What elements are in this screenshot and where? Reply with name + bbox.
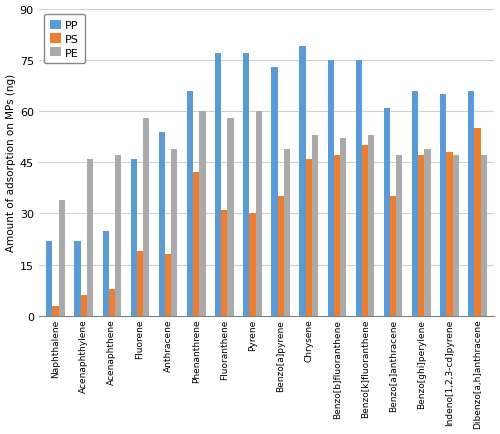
- Bar: [165, 255, 171, 316]
- Bar: [278, 197, 283, 316]
- Bar: [446, 153, 452, 316]
- Bar: [300, 47, 306, 316]
- Bar: [159, 132, 165, 316]
- Bar: [328, 61, 334, 316]
- Bar: [46, 241, 52, 316]
- Bar: [368, 135, 374, 316]
- Bar: [418, 156, 424, 316]
- Bar: [340, 139, 346, 316]
- Bar: [228, 118, 234, 316]
- Bar: [468, 91, 474, 316]
- Bar: [250, 214, 256, 316]
- Bar: [130, 159, 137, 316]
- Bar: [452, 156, 458, 316]
- Bar: [396, 156, 402, 316]
- Bar: [384, 108, 390, 316]
- Bar: [143, 118, 150, 316]
- Bar: [222, 210, 228, 316]
- Bar: [171, 149, 177, 316]
- Bar: [440, 95, 446, 316]
- Bar: [480, 156, 487, 316]
- Bar: [52, 306, 59, 316]
- Bar: [424, 149, 430, 316]
- Bar: [215, 54, 222, 316]
- Bar: [187, 91, 193, 316]
- Bar: [412, 91, 418, 316]
- Bar: [356, 61, 362, 316]
- Bar: [284, 149, 290, 316]
- Bar: [137, 251, 143, 316]
- Bar: [87, 159, 93, 316]
- Bar: [102, 231, 109, 316]
- Y-axis label: Amount of adsorption on MPs (ng): Amount of adsorption on MPs (ng): [6, 74, 16, 252]
- Bar: [256, 112, 262, 316]
- Bar: [243, 54, 250, 316]
- Bar: [306, 159, 312, 316]
- Bar: [334, 156, 340, 316]
- Bar: [193, 173, 200, 316]
- Bar: [362, 146, 368, 316]
- Bar: [312, 135, 318, 316]
- Bar: [109, 289, 115, 316]
- Bar: [390, 197, 396, 316]
- Bar: [272, 67, 278, 316]
- Bar: [115, 156, 121, 316]
- Bar: [58, 201, 65, 316]
- Bar: [80, 296, 87, 316]
- Bar: [474, 129, 480, 316]
- Bar: [74, 241, 80, 316]
- Bar: [200, 112, 205, 316]
- Legend: PP, PS, PE: PP, PS, PE: [44, 15, 85, 64]
